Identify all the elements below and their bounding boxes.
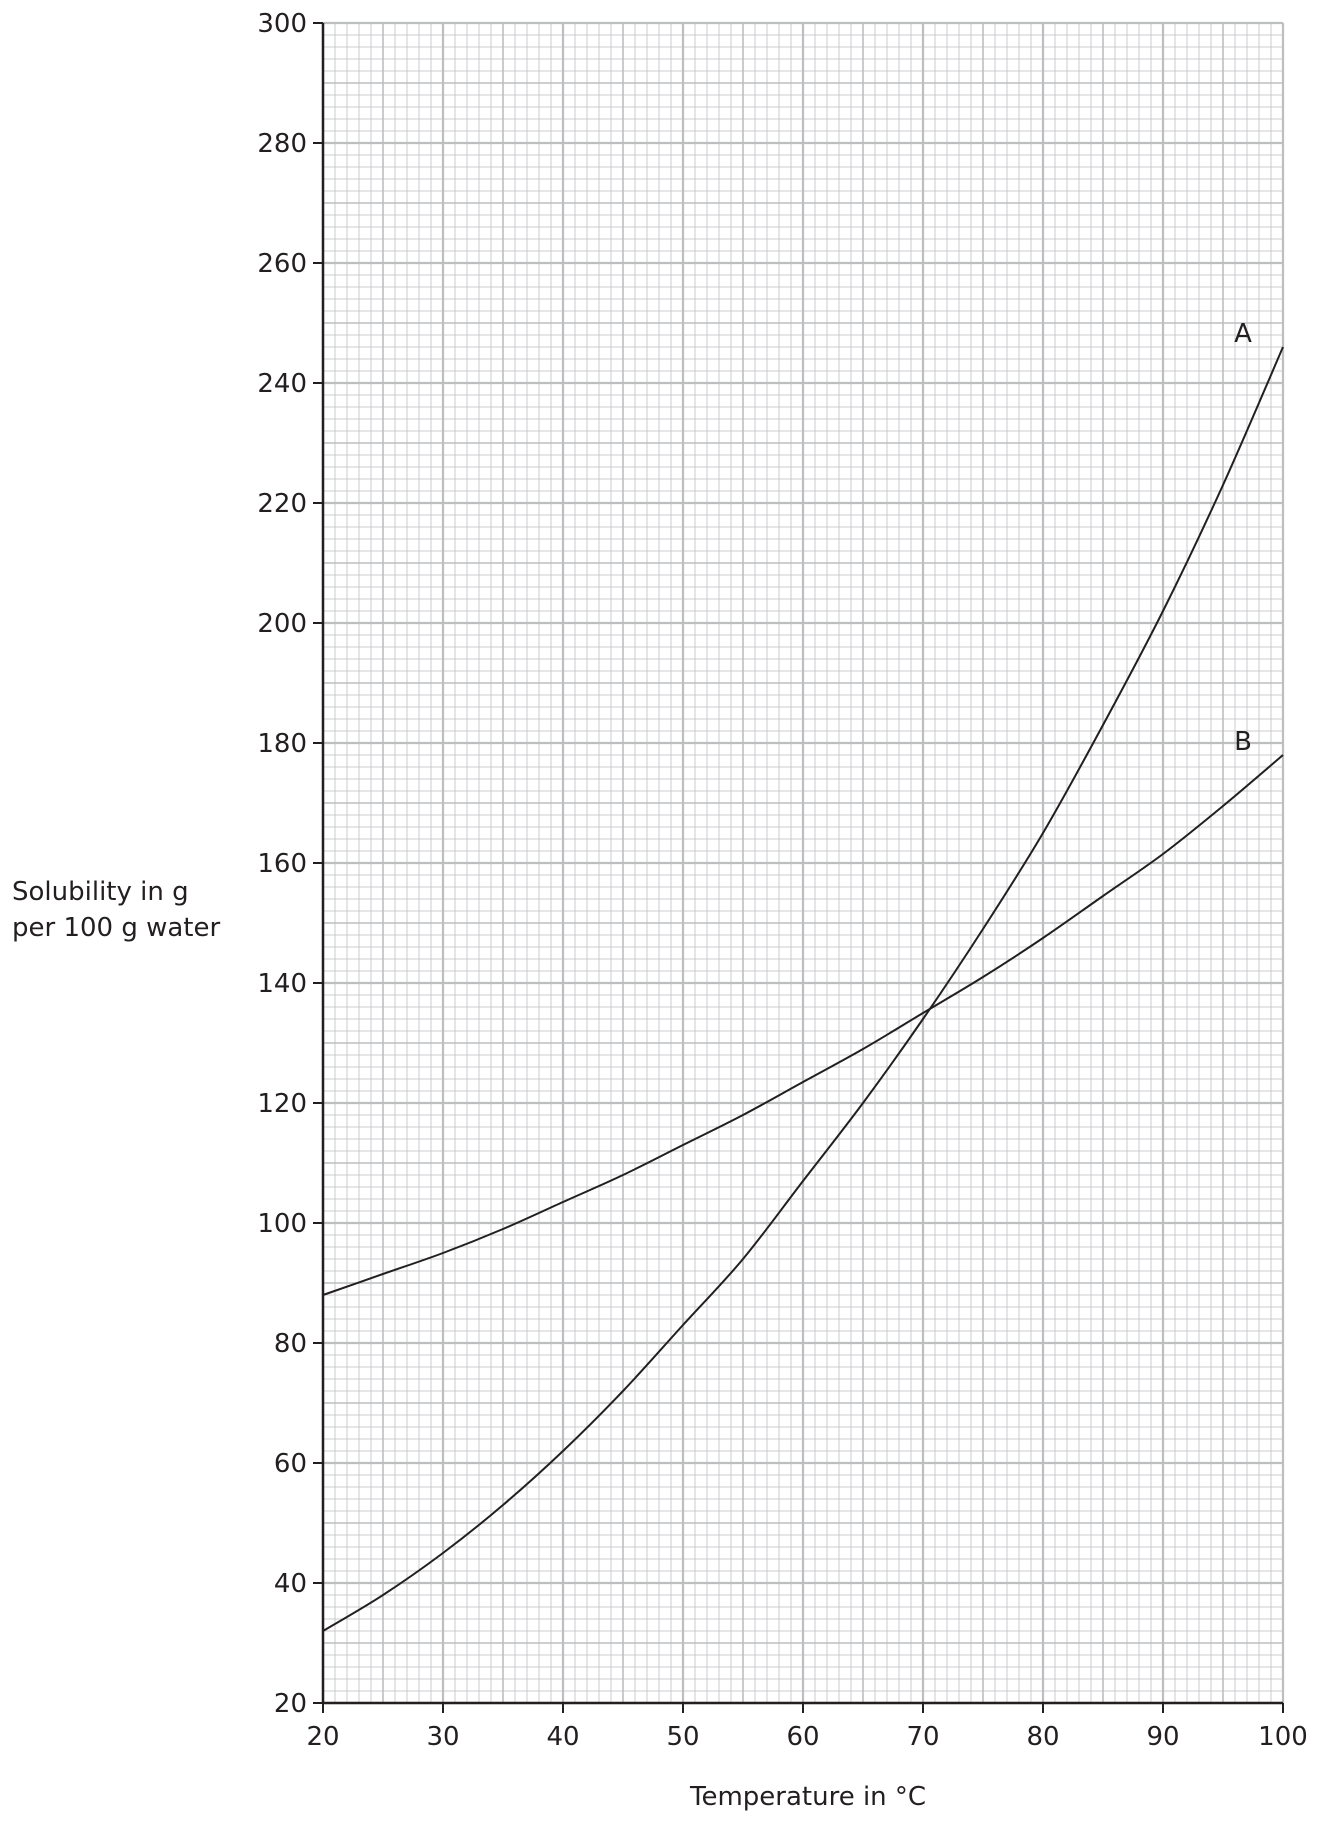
y-tick-label: 80 [274, 1329, 307, 1359]
y-axis-label: Solubility in g per 100 g water [12, 874, 220, 946]
x-axis-label: Temperature in °C [690, 1782, 927, 1812]
x-tick-label: 80 [1026, 1722, 1059, 1752]
x-tick-label: 100 [1258, 1722, 1308, 1752]
y-tick-label: 220 [257, 489, 307, 519]
y-tick-label: 40 [274, 1569, 307, 1599]
series-lines: AB [322, 319, 1284, 1632]
series-line-b [322, 754, 1284, 1296]
y-tick-label: 200 [257, 609, 307, 639]
x-tick-label: 20 [306, 1722, 339, 1752]
series-label-a: A [1234, 319, 1252, 349]
x-tick-label: 50 [666, 1722, 699, 1752]
y-axis-label-line-1: Solubility in g [12, 877, 189, 907]
series-label-b: B [1234, 727, 1252, 757]
y-tick-label: 180 [257, 729, 307, 759]
x-tick-label: 90 [1146, 1722, 1179, 1752]
y-tick-label: 100 [257, 1209, 307, 1239]
y-tick-label: 280 [257, 129, 307, 159]
y-axis-label-line-2: per 100 g water [12, 913, 221, 943]
x-tick-label: 40 [546, 1722, 579, 1752]
y-tick-label: 60 [274, 1449, 307, 1479]
x-tick-label: 60 [786, 1722, 819, 1752]
y-tick-label: 300 [257, 9, 307, 39]
x-tick-label: 70 [906, 1722, 939, 1752]
x-tick-label: 30 [426, 1722, 459, 1752]
major-grid [321, 21, 1285, 1705]
y-tick-label: 120 [257, 1089, 307, 1119]
y-tick-label: 260 [257, 249, 307, 279]
y-tick-label: 240 [257, 369, 307, 399]
y-tick-label: 160 [257, 849, 307, 879]
series-line-a [322, 346, 1284, 1632]
y-tick-label: 140 [257, 969, 307, 999]
y-tick-label: 20 [274, 1689, 307, 1719]
axis-ticks: 20 40 60 80 100 120 140 160 180 200 220 240 260 280 30… [257, 9, 1307, 1752]
